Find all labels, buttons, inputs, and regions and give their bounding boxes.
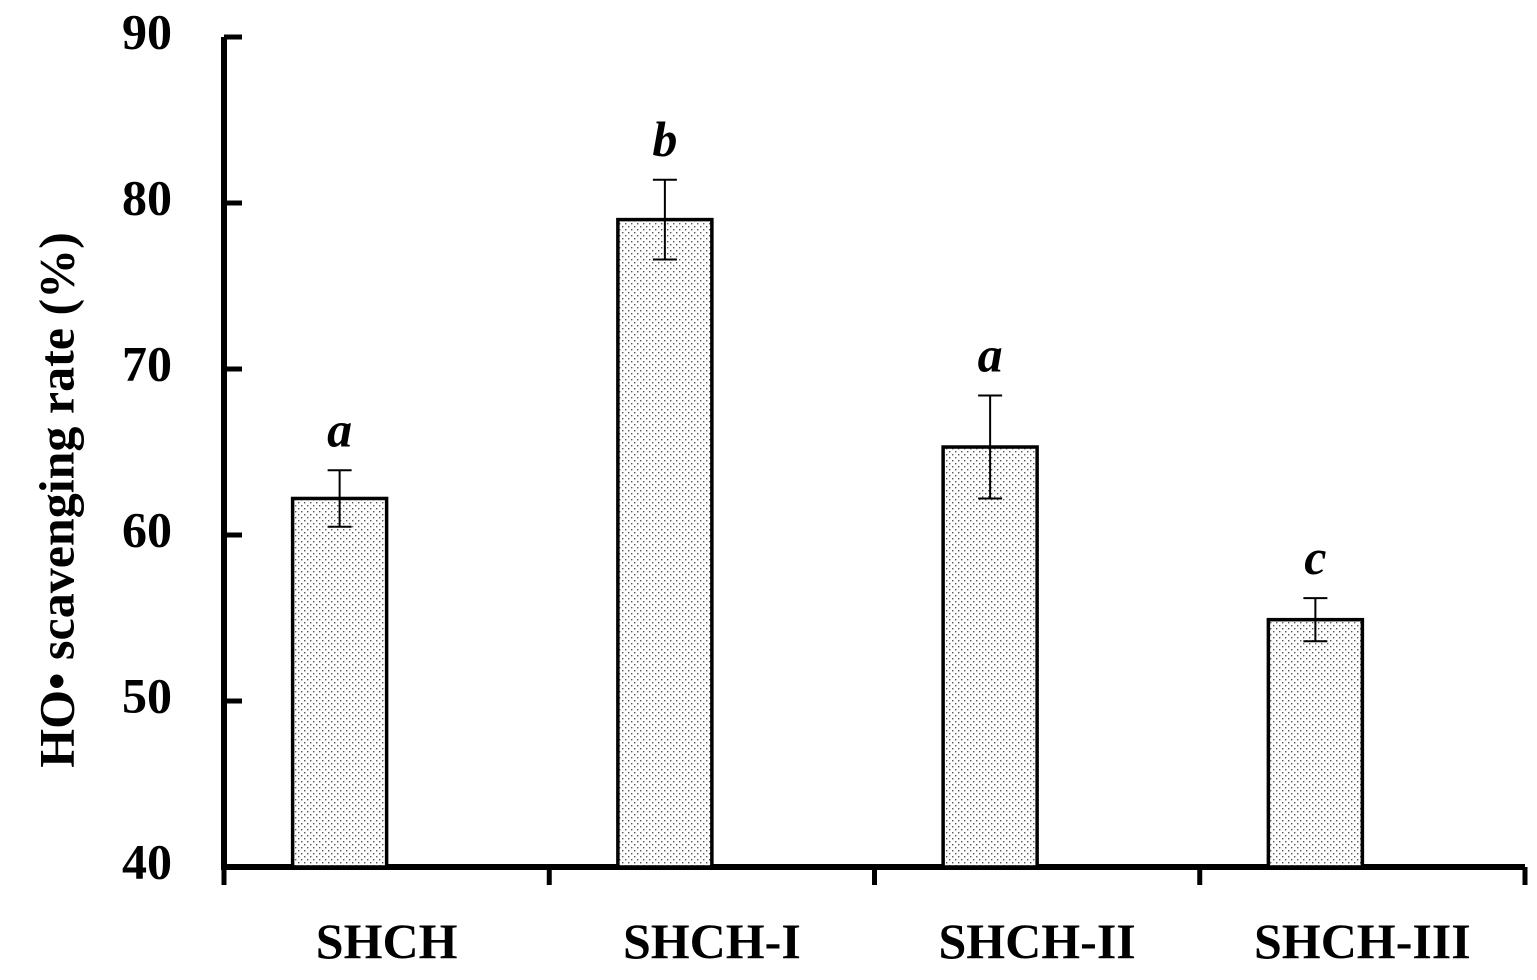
significance-label: b xyxy=(652,111,677,167)
bar xyxy=(1266,617,1365,869)
y-axis-label: HO• scavenging rate (%) xyxy=(28,232,84,767)
x-tick-label: SHCH-I xyxy=(623,913,801,969)
x-tick-label: SHCH-III xyxy=(1254,913,1471,969)
y-tick-label: 70 xyxy=(122,335,172,391)
bar xyxy=(290,496,389,869)
bar xyxy=(616,217,714,869)
y-tick-label: 40 xyxy=(122,833,172,889)
y-tick-label: 60 xyxy=(122,501,172,557)
error-bar xyxy=(327,469,352,528)
significance-label: a xyxy=(327,401,352,457)
y-tick-label: 50 xyxy=(122,667,172,723)
x-tick-label: SHCH xyxy=(316,913,458,969)
significance-label: c xyxy=(1304,529,1326,585)
error-bar xyxy=(978,394,1003,500)
error-bar xyxy=(1303,597,1328,643)
significance-label: a xyxy=(978,327,1003,383)
y-tick-label: 80 xyxy=(122,169,172,225)
error-bar xyxy=(652,178,677,261)
x-tick-label: SHCH-II xyxy=(938,913,1135,969)
bar xyxy=(941,445,1039,869)
y-tick-label: 90 xyxy=(122,3,172,59)
